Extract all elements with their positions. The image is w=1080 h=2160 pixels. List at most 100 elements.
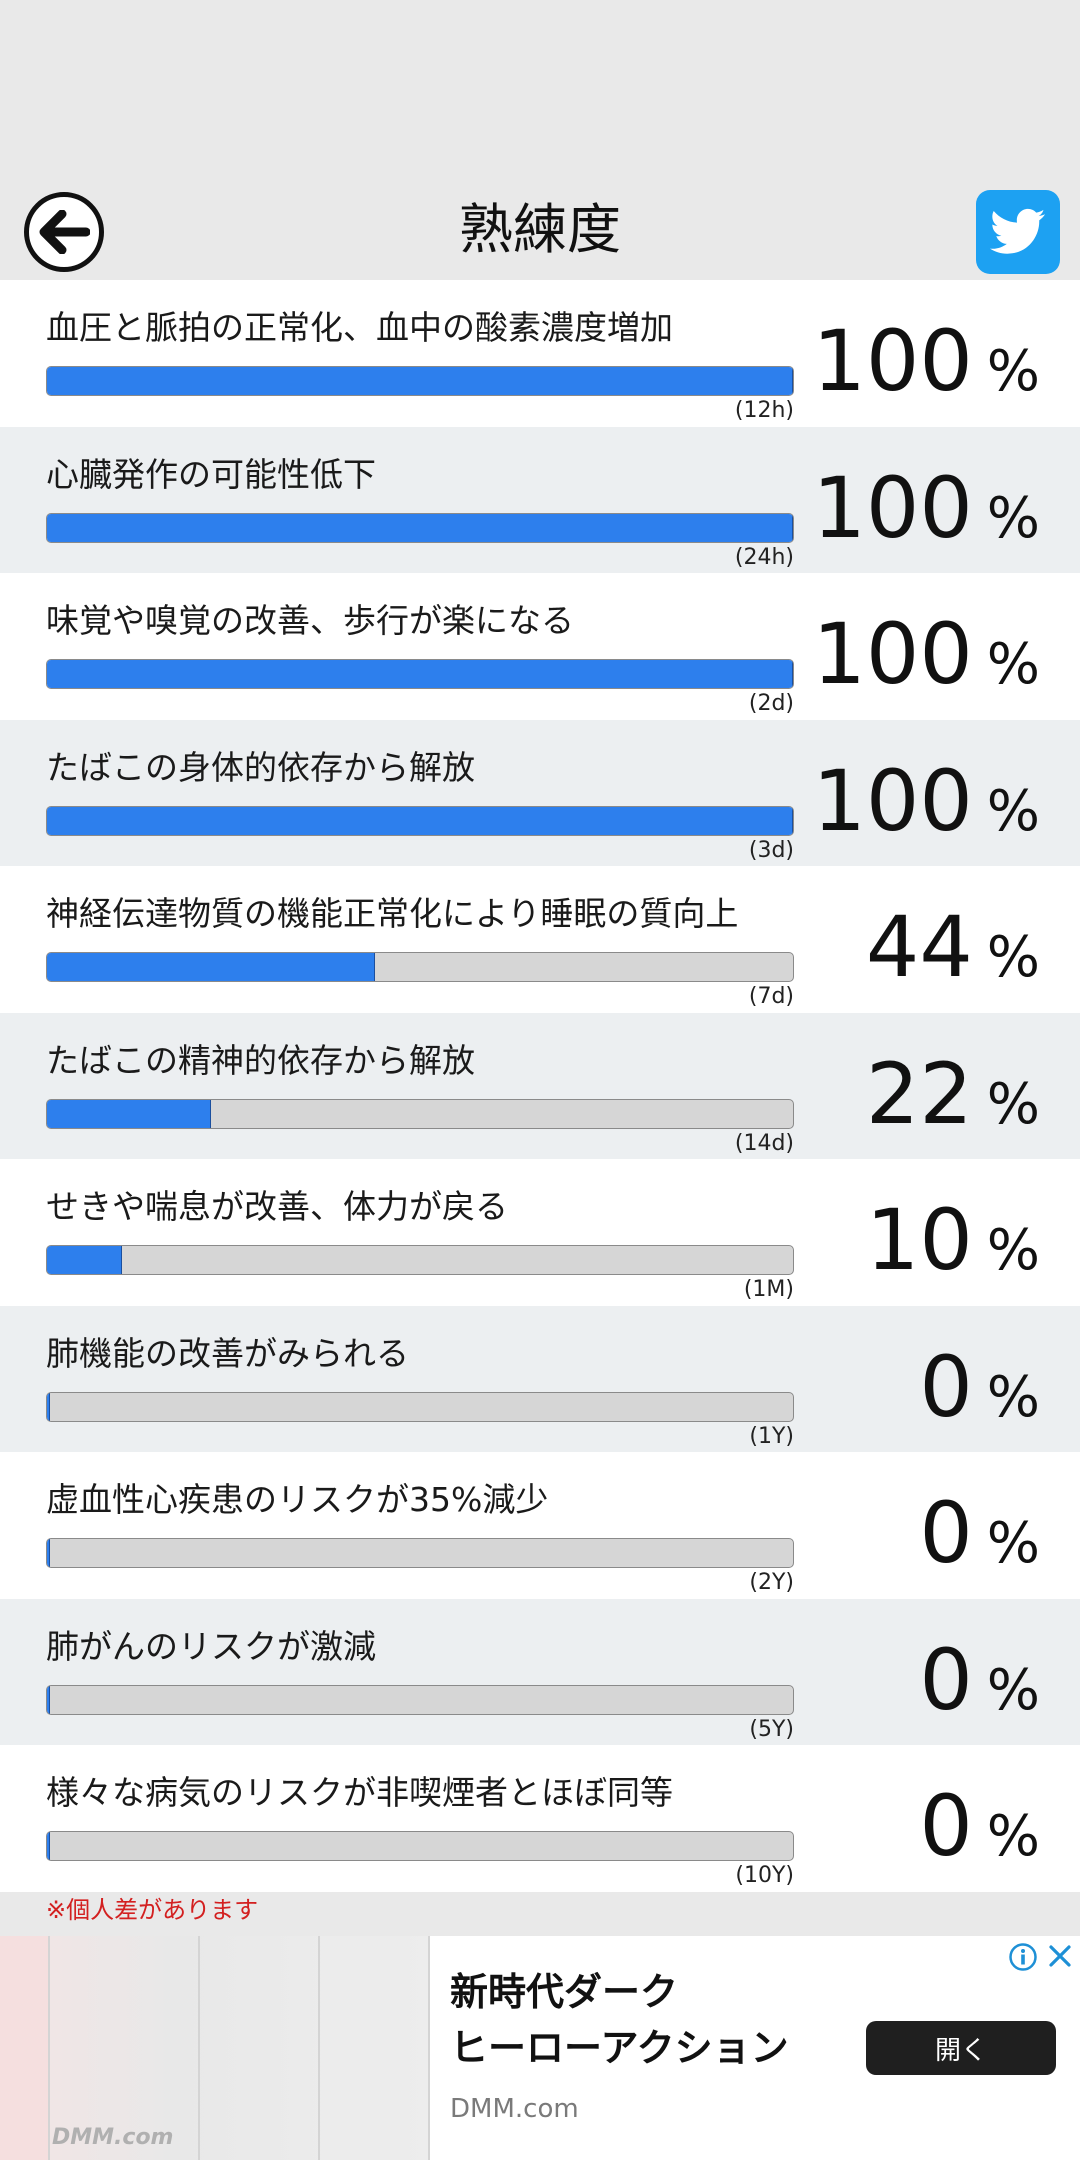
percent-value: 100	[812, 605, 973, 703]
milestone-row: 心臓発作の可能性低下 (24h) 100%	[0, 426, 1080, 573]
progress-fill	[47, 806, 793, 835]
milestone-row: 虚血性心疾患のリスクが35%減少 (2Y) 0%	[0, 1452, 1080, 1599]
milestone-row: 味覚や嗅覚の改善、歩行が楽になる (2d) 100%	[0, 573, 1080, 720]
progress-fill	[47, 513, 793, 542]
milestone-percent: 0%	[919, 1488, 1040, 1578]
twitter-icon	[990, 208, 1046, 254]
progress-fill	[47, 1832, 50, 1860]
milestone-label: 心臓発作の可能性低下	[46, 454, 376, 494]
milestone-list: 血圧と脈拍の正常化、血中の酸素濃度増加 (12h) 100% 心臓発作の可能性低下 (2…	[0, 280, 1080, 1892]
milestone-duration: (10Y)	[735, 1863, 794, 1888]
milestone-percent: 44%	[866, 902, 1040, 992]
percent-sign: %	[986, 925, 1040, 990]
percent-sign: %	[986, 339, 1040, 404]
milestone-percent: 100%	[812, 463, 1040, 553]
page-title: 熟練度	[459, 198, 621, 261]
milestone-duration: (5Y)	[749, 1716, 794, 1742]
progress-fill	[47, 953, 376, 981]
milestone-row: たばこの精神的依存から解放 (14d) 22%	[0, 1012, 1080, 1159]
percent-sign: %	[986, 485, 1040, 551]
milestone-duration: (1M)	[743, 1277, 794, 1302]
progress-bar	[46, 659, 794, 689]
progress-fill	[47, 660, 793, 688]
info-icon[interactable]	[1008, 1942, 1038, 1972]
progress-bar	[46, 952, 794, 982]
milestone-label: 様々な病気のリスクが非喫煙者とほぼ同等	[46, 1773, 673, 1812]
milestone-duration: (12h)	[734, 398, 794, 423]
ad-title-line2: ヒーローアクション	[450, 2026, 789, 2070]
milestone-label: たばこの身体的依存から解放	[46, 747, 475, 787]
progress-fill	[47, 1685, 50, 1714]
milestone-percent: 0%	[919, 1781, 1040, 1871]
percent-value: 0	[919, 1630, 973, 1729]
milestone-label: 味覚や嗅覚の改善、歩行が楽になる	[46, 601, 574, 640]
back-button[interactable]	[24, 192, 104, 272]
progress-fill	[47, 1246, 122, 1274]
milestone-label: 神経伝達物質の機能正常化により睡眠の質向上	[46, 894, 739, 933]
ad-title-line1: 新時代ダーク	[450, 1970, 679, 2014]
milestone-percent: 22%	[866, 1049, 1040, 1139]
progress-bar	[46, 1538, 794, 1568]
progress-bar	[46, 1245, 794, 1275]
milestone-percent: 0%	[919, 1635, 1040, 1725]
milestone-row: たばこの身体的依存から解放 (3d) 100%	[0, 719, 1080, 866]
percent-value: 0	[919, 1484, 973, 1582]
percent-sign: %	[986, 1218, 1040, 1283]
arrow-left-icon	[39, 210, 90, 254]
percent-value: 10	[865, 1191, 973, 1289]
percent-value: 0	[919, 1337, 973, 1436]
ad-title[interactable]: 新時代ダーク ヒーローアクション	[450, 1964, 830, 2076]
twitter-share-button[interactable]	[976, 190, 1060, 274]
milestone-duration: (2Y)	[749, 1570, 794, 1595]
progress-bar	[46, 512, 794, 543]
percent-sign: %	[986, 1804, 1040, 1869]
percent-value: 100	[812, 312, 973, 410]
progress-fill	[47, 1539, 50, 1567]
progress-bar	[46, 1831, 794, 1861]
milestone-label: せきや喘息が改善、体力が戻る	[46, 1187, 508, 1226]
milestone-duration: (14d)	[734, 1130, 794, 1156]
close-icon[interactable]	[1044, 1940, 1076, 1972]
ad-image[interactable]: DMM.com	[0, 1936, 430, 2160]
milestone-row: 神経伝達物質の機能正常化により睡眠の質向上 (7d) 44%	[0, 866, 1080, 1013]
milestone-duration: (3d)	[748, 837, 794, 863]
milestone-row: 様々な病気のリスクが非喫煙者とほぼ同等 (10Y) 0%	[0, 1745, 1080, 1892]
milestone-percent: 100%	[812, 756, 1040, 846]
milestone-duration: (7d)	[748, 984, 794, 1009]
milestone-row: 血圧と脈拍の正常化、血中の酸素濃度増加 (12h) 100%	[0, 280, 1080, 427]
percent-value: 22	[865, 1044, 973, 1143]
milestone-row: 肺がんのリスクが激減 (5Y) 0%	[0, 1598, 1080, 1745]
progress-bar	[46, 1098, 794, 1129]
milestone-label: 血圧と脈拍の正常化、血中の酸素濃度増加	[46, 308, 673, 347]
ad-open-button[interactable]: 開く	[866, 2021, 1056, 2075]
progress-bar	[46, 805, 794, 836]
milestone-label: 肺がんのリスクが激減	[46, 1626, 376, 1666]
header-bar: 熟練度	[0, 180, 1080, 280]
status-area	[0, 0, 1080, 180]
percent-value: 0	[919, 1777, 973, 1875]
progress-fill	[47, 1099, 212, 1128]
milestone-label: 虚血性心疾患のリスクが35%減少	[46, 1480, 549, 1519]
progress-bar	[46, 1391, 794, 1422]
ad-domain: DMM.com	[450, 2094, 579, 2124]
percent-sign: %	[986, 1511, 1040, 1576]
milestone-percent: 100%	[812, 609, 1040, 699]
milestone-label: 肺機能の改善がみられる	[46, 1333, 409, 1373]
milestone-row: せきや喘息が改善、体力が戻る (1M) 10%	[0, 1159, 1080, 1306]
percent-sign: %	[986, 1364, 1040, 1430]
percent-value: 44	[865, 898, 973, 996]
percent-sign: %	[986, 1657, 1040, 1723]
progress-fill	[47, 367, 793, 395]
milestone-percent: 10%	[866, 1195, 1040, 1285]
percent-value: 100	[812, 751, 973, 850]
milestone-label: たばこの精神的依存から解放	[46, 1040, 475, 1080]
milestone-row: 肺機能の改善がみられる (1Y) 0%	[0, 1305, 1080, 1452]
percent-sign: %	[986, 778, 1040, 844]
milestone-duration: (2d)	[748, 691, 794, 716]
milestone-percent: 100%	[812, 316, 1040, 406]
milestone-duration: (1Y)	[749, 1423, 794, 1449]
percent-value: 100	[812, 458, 973, 557]
ad-banner[interactable]: DMM.com 新時代ダーク ヒーローアクション DMM.com 開く	[0, 1936, 1080, 2160]
individual-difference-note: ※個人差があります	[46, 1896, 259, 1924]
milestone-percent: 0%	[919, 1342, 1040, 1432]
